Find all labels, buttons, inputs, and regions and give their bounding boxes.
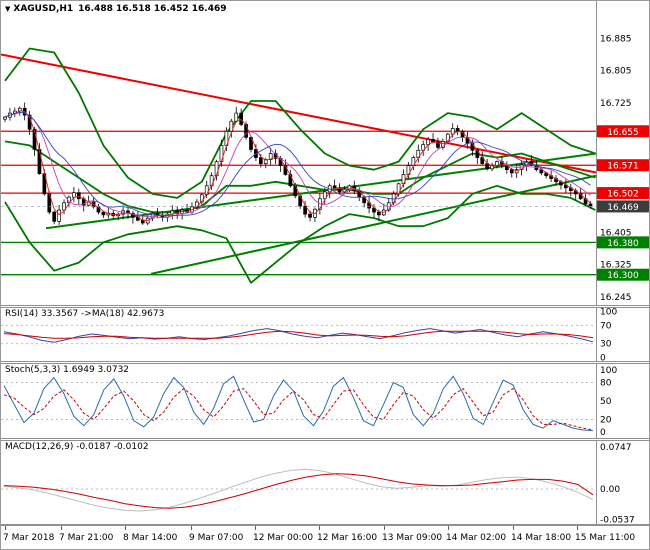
svg-text:16.469: 16.469 xyxy=(607,203,639,213)
svg-text:16.571: 16.571 xyxy=(607,162,639,172)
rsi-canvas[interactable]: 100 70 30 0 xyxy=(1,307,650,362)
time-tick xyxy=(255,526,256,530)
time-tick xyxy=(61,526,62,530)
time-tick xyxy=(191,526,192,530)
time-axis-label: 9 Mar 07:00 xyxy=(189,533,244,543)
svg-text:16.300: 16.300 xyxy=(607,271,639,281)
time-axis-label: 14 Mar 18:00 xyxy=(511,533,572,543)
time-tick xyxy=(513,526,514,530)
time-tick xyxy=(448,526,449,530)
time-axis-label: 12 Mar 16:00 xyxy=(317,533,378,543)
price-chart-canvas[interactable]: 16.885 16.805 16.725 16.405 16.325 16.245 16.6… xyxy=(1,1,650,306)
time-axis-label: 13 Mar 09:00 xyxy=(382,533,443,543)
svg-text:16.245: 16.245 xyxy=(600,293,632,303)
time-tick xyxy=(125,526,126,530)
svg-text:0: 0 xyxy=(600,353,606,362)
svg-text:0: 0 xyxy=(600,428,606,438)
svg-text:16.885: 16.885 xyxy=(600,34,632,44)
svg-text:100: 100 xyxy=(600,366,617,376)
svg-text:16.380: 16.380 xyxy=(607,239,639,249)
time-axis-label: 15 Mar 11:00 xyxy=(575,533,636,543)
time-axis-label: 7 Mar 2018 xyxy=(3,533,55,543)
time-tick xyxy=(384,526,385,530)
time-axis-label: 8 Mar 14:00 xyxy=(123,533,178,543)
time-tick xyxy=(577,526,578,530)
time-axis-label: 12 Mar 00:00 xyxy=(253,533,314,543)
main-chart-panel[interactable]: 16.885 16.805 16.725 16.405 16.325 16.245 16.6… xyxy=(1,1,650,306)
macd-panel[interactable]: 0.0747 0.00 -0.0537 MACD(12,26,9) -0.0187 … xyxy=(1,440,650,525)
svg-text:-0.0537: -0.0537 xyxy=(600,515,635,525)
svg-text:100: 100 xyxy=(600,308,617,318)
time-axis-label: 14 Mar 02:00 xyxy=(446,533,507,543)
svg-text:20: 20 xyxy=(600,416,612,426)
svg-text:80: 80 xyxy=(600,379,612,389)
svg-text:16.325: 16.325 xyxy=(600,261,632,271)
svg-text:30: 30 xyxy=(600,340,612,350)
time-tick xyxy=(319,526,320,530)
stochastic-panel[interactable]: 100 80 50 20 0 Stoch(5,3,3) 1.6949 3.0732 xyxy=(1,363,650,439)
svg-text:70: 70 xyxy=(600,321,612,331)
svg-text:16.725: 16.725 xyxy=(600,99,632,109)
time-tick xyxy=(5,526,6,530)
svg-text:16.405: 16.405 xyxy=(600,228,632,238)
svg-text:16.502: 16.502 xyxy=(607,190,639,200)
svg-text:16.655: 16.655 xyxy=(607,128,639,138)
svg-text:0.00: 0.00 xyxy=(600,485,620,495)
svg-text:50: 50 xyxy=(600,397,612,407)
rsi-panel[interactable]: 100 70 30 0 RSI(14) 33.3567 ->MA(18) 42.967… xyxy=(1,307,650,362)
macd-canvas[interactable]: 0.0747 0.00 -0.0537 xyxy=(1,440,650,525)
svg-text:16.805: 16.805 xyxy=(600,67,632,77)
stochastic-canvas[interactable]: 100 80 50 20 0 xyxy=(1,363,650,439)
time-axis-label: 7 Mar 21:00 xyxy=(59,533,114,543)
time-axis[interactable]: 7 Mar 2018 7 Mar 21:00 8 Mar 14:00 9 Mar 07… xyxy=(1,525,649,549)
svg-text:0.0747: 0.0747 xyxy=(600,443,632,453)
